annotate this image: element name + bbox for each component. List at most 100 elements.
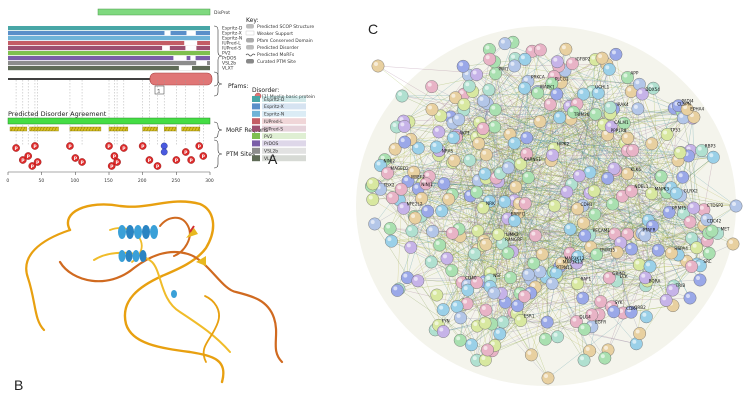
pfam-brace [214, 72, 222, 96]
network-node-highlight [485, 86, 489, 90]
network-node-label: PRMT5 [672, 205, 687, 210]
pfams-label: Pfams: [228, 83, 248, 90]
network-node-highlight [586, 168, 590, 172]
network-node [509, 181, 521, 193]
network-node [508, 137, 520, 149]
network-node [458, 98, 470, 110]
morf-region [70, 127, 101, 131]
network-node [660, 294, 672, 306]
network-node [529, 229, 541, 241]
network-node-highlight [499, 318, 503, 322]
network-node-highlight [512, 183, 516, 187]
network-node-highlight [445, 195, 449, 199]
network-node-highlight [627, 187, 631, 191]
network-node-label: CTDSP2 [707, 203, 724, 208]
network-node-highlight [676, 149, 680, 153]
network-node-highlight [521, 200, 525, 204]
network-node-highlight [377, 162, 381, 166]
network-node [521, 132, 533, 144]
track-row [8, 41, 210, 45]
network-node-highlight [387, 237, 391, 241]
network-node [479, 317, 491, 329]
network-node-highlight [496, 330, 500, 334]
network-node-label: RANGRF [505, 237, 523, 242]
network-node-highlight [624, 230, 628, 234]
network-node-highlight [514, 302, 518, 306]
pfam-domain-box [150, 73, 212, 85]
network-node [518, 290, 530, 302]
network-node [437, 325, 449, 337]
network-node [483, 53, 495, 65]
network-node-highlight [510, 62, 514, 66]
network-node-highlight [572, 318, 576, 322]
disorder-item-label: Espritz-X [264, 104, 284, 110]
network-node-highlight [393, 123, 397, 127]
network-node-highlight [665, 208, 669, 212]
network-node [426, 225, 438, 237]
network-node [447, 132, 459, 144]
network-node-highlight [696, 276, 700, 280]
network-node-highlight [610, 308, 614, 312]
disorder-swatch [252, 148, 260, 154]
network-node-label: CARNS1 [524, 157, 541, 162]
key-item-label: Predicted MoRFs [257, 52, 295, 58]
network-node-highlight [523, 134, 527, 138]
network-node-highlight [607, 123, 611, 127]
network-node-label: CD40 [465, 275, 477, 280]
key-icon [246, 45, 254, 50]
network-node-highlight [439, 306, 443, 310]
network-node-highlight [465, 82, 469, 86]
network-node-highlight [479, 97, 483, 101]
network-node-highlight [435, 128, 439, 132]
network-node-highlight [550, 73, 554, 77]
network-node [470, 68, 482, 80]
network-node-label: CDC42 [707, 218, 722, 223]
network-node-highlight [663, 130, 667, 134]
network-node-label: MAPK1 [540, 84, 555, 89]
network-node-highlight [648, 190, 652, 194]
disorder-swatch [252, 118, 260, 124]
network-node-highlight [590, 187, 594, 191]
network-node [690, 242, 702, 254]
network-node-highlight [414, 185, 418, 189]
network-node-highlight [556, 113, 560, 117]
network-node [646, 138, 658, 150]
network-node-highlight [598, 54, 602, 58]
key-item-label: Predicted Disorder [257, 45, 299, 51]
network-node-highlight [504, 164, 508, 168]
network-node [584, 166, 596, 178]
network-node-highlight [507, 274, 511, 278]
network-node [522, 268, 534, 280]
network-node-highlight [554, 333, 558, 337]
network-node-highlight [501, 40, 505, 44]
network-node [433, 239, 445, 251]
network-node-highlight [408, 227, 412, 231]
network-node-highlight [501, 198, 505, 202]
network-node-highlight [544, 374, 548, 378]
network-node [632, 103, 644, 115]
network-node-highlight [698, 147, 702, 151]
network-node-label: NFE2L2 [407, 201, 423, 206]
network-node-label: PTPN11 [556, 265, 572, 270]
disorder-item-label: IUPred-S [264, 126, 283, 132]
track-row [8, 31, 210, 35]
network-node-highlight [629, 146, 633, 150]
key-icon [246, 31, 254, 35]
key-icon [246, 24, 254, 29]
network-node-highlight [679, 114, 683, 118]
disorder-item-label: Espritz-D [264, 97, 285, 103]
network-node [652, 244, 664, 256]
network-node-highlight [528, 47, 532, 51]
network-node-highlight [491, 123, 495, 127]
network-node-highlight [566, 249, 570, 253]
track-gap [173, 56, 186, 60]
network-node-highlight [386, 224, 390, 228]
network-node-highlight [400, 204, 404, 208]
network-node-highlight [476, 119, 480, 123]
network-node-highlight [427, 258, 431, 262]
network-node [604, 101, 616, 113]
network-node [433, 126, 445, 138]
track-gap [162, 46, 170, 50]
network-node-highlight [481, 170, 485, 174]
